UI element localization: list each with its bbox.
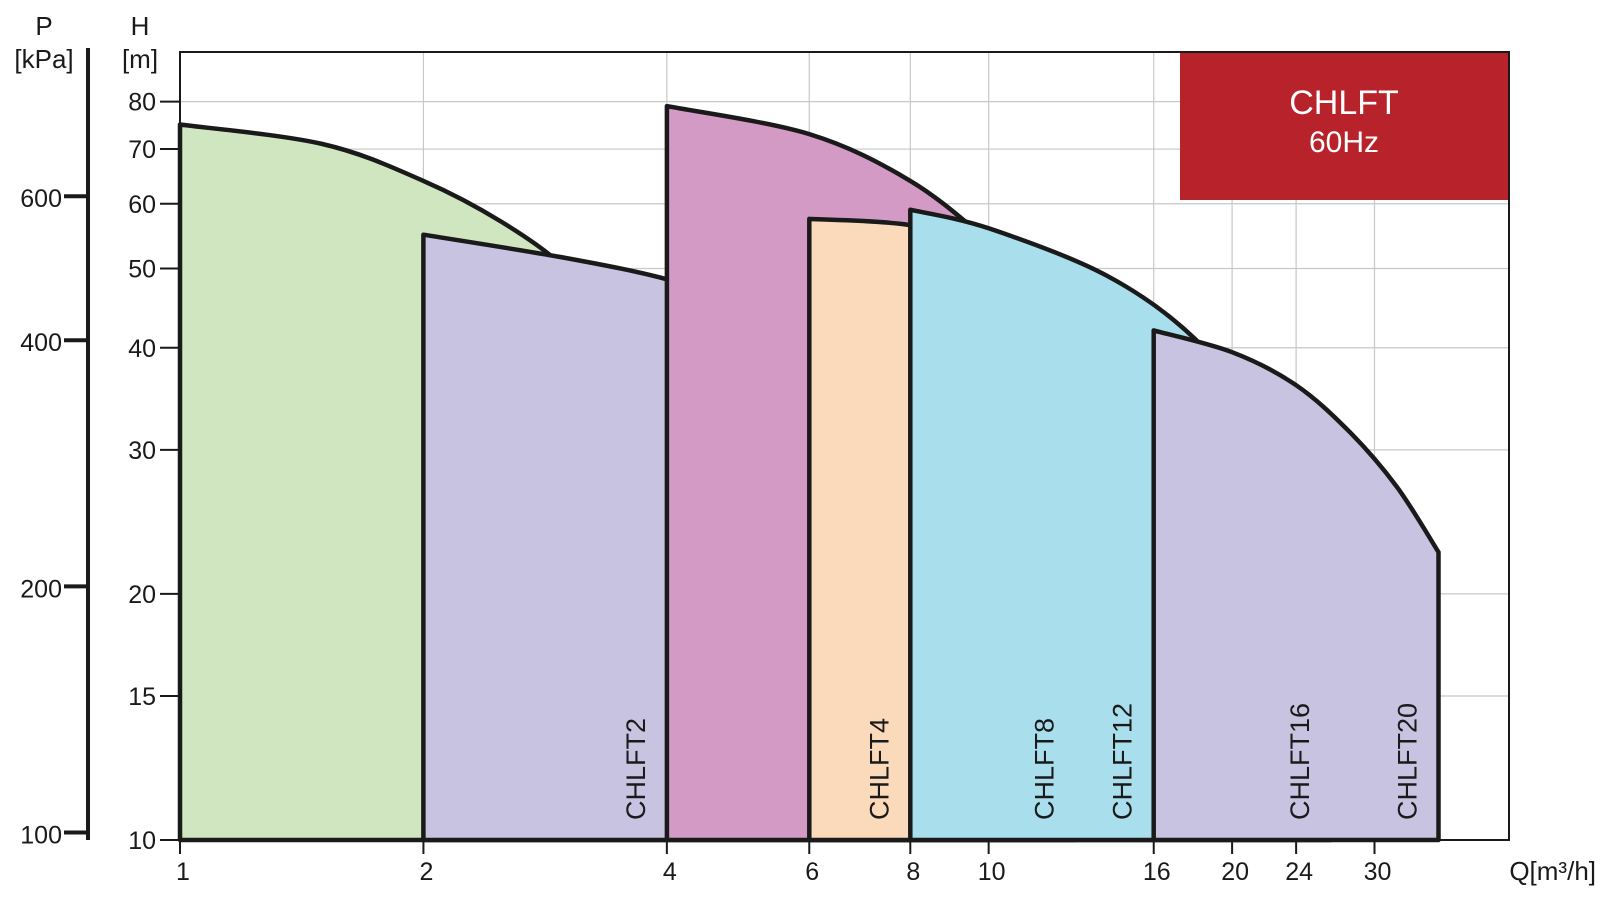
h-axis-tick-label: 40 <box>128 335 156 363</box>
series-label: CHLFT16 <box>1285 703 1315 820</box>
h-axis-unit: [m] <box>122 44 158 74</box>
q-axis-title: Q[m³/h] <box>1509 856 1596 886</box>
h-axis-tick-label: 80 <box>128 89 156 117</box>
title-banner <box>1180 52 1509 200</box>
q-axis-tick-label: 6 <box>805 858 819 886</box>
chart-subtitle: 60Hz <box>1309 126 1379 159</box>
q-axis-tick-label: 2 <box>419 858 433 886</box>
p-axis-title: P <box>35 11 52 41</box>
q-axis-tick-label: 10 <box>978 858 1006 886</box>
q-axis-tick-label: 20 <box>1221 858 1249 886</box>
h-axis-tick-label: 20 <box>128 581 156 609</box>
series-label: CHLFT20 <box>1393 703 1423 820</box>
chart-title: CHLFT <box>1289 84 1399 122</box>
series-label: CHLFT2 <box>621 718 651 820</box>
q-axis-tick-label: 8 <box>906 858 920 886</box>
series-area <box>1151 328 1441 843</box>
q-axis-tick-label: 1 <box>176 858 190 886</box>
series-labels: CHLFT2 CHLFT4 CHLFT8 CHLFT12 CHLFT16 CHLFT20 <box>621 703 1423 820</box>
p-axis-tick-label: 400 <box>20 329 62 357</box>
h-axis-tick-label: 50 <box>128 256 156 284</box>
p-axis-unit: [kPa] <box>14 44 73 74</box>
plot-border <box>179 51 1510 841</box>
p-axis-tick-label: 200 <box>20 575 62 603</box>
plot-frame <box>179 51 1510 841</box>
h-axis-tick-label: 60 <box>128 191 156 219</box>
p-axis-tick-label: 100 <box>20 821 62 849</box>
q-axis-tick-label: 16 <box>1143 858 1171 886</box>
q-axis-tick-label: 4 <box>663 858 677 886</box>
h-axis-tick-label: 70 <box>128 136 156 164</box>
h-axis-title: H <box>131 11 150 41</box>
series-label: CHLFT12 <box>1108 703 1138 820</box>
series-areas <box>177 103 1441 843</box>
q-axis-tick-label: 30 <box>1364 858 1392 886</box>
p-axis-tick-label: 600 <box>20 185 62 213</box>
h-axis-tick-label: 15 <box>128 683 156 711</box>
series-label: CHLFT4 <box>864 718 894 820</box>
h-axis-tick-label: 10 <box>128 827 156 855</box>
axes: 10 15 20 30 40 50 60 70 80 H[m] 100 200 400 600 P[kPa]… <box>14 11 1596 886</box>
q-axis-tick-label: 24 <box>1285 858 1313 886</box>
series-label: CHLFT8 <box>1029 718 1059 820</box>
h-axis-tick-label: 30 <box>128 437 156 465</box>
